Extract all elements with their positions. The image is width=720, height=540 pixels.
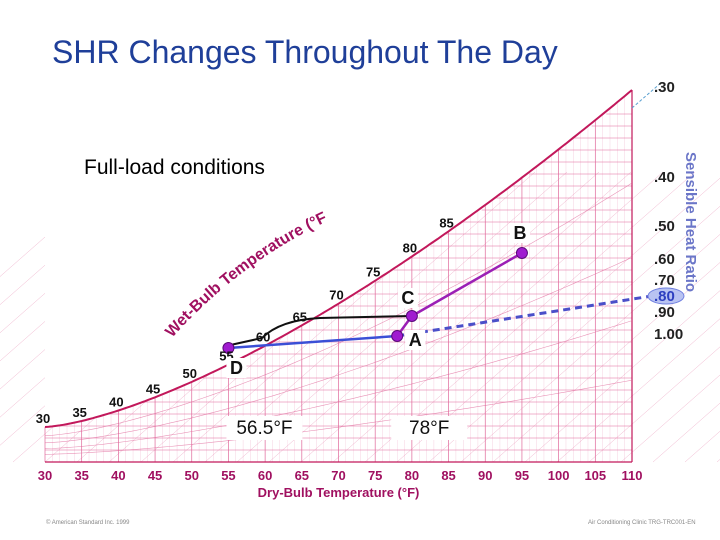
chart-grid [0,78,720,463]
x-tick-label: 75 [368,468,382,483]
point-label-a: A [409,330,422,350]
copyright-footer: © American Standard Inc. 1999 [46,520,130,526]
state-point-d [222,342,235,354]
state-point-c [405,310,418,322]
shr-highlight [647,287,685,305]
rh-curve [44,379,633,455]
x-tick-label: 100 [548,468,570,483]
x-tick-label: 85 [441,468,455,483]
wet-bulb-tick: 70 [329,288,343,303]
point-label-b: B [513,223,526,243]
wet-bulb-tick: 65 [293,309,307,324]
shr-tick-label: .70 [654,272,675,289]
wet-bulb-tick: 30 [36,411,50,426]
x-tick-label: 110 [622,468,643,483]
shr-dashed-line [396,294,653,338]
x-tick-label: 55 [221,468,235,483]
shr-ticks: .30 .40 .50 .60 .70.80.90 1.00 Sensible Heat R… [647,79,699,343]
shr-tick-label: .50 [654,218,675,235]
x-tick-label: 60 [258,468,272,483]
x-axis-label: Dry-Bulb Temperature (°F) [258,485,420,500]
rh-curve [44,320,633,449]
shr-tick-label: .30 [654,79,675,96]
shr-axis-label: Sensible Heat Ratio [682,152,699,292]
wet-bulb-tick: 45 [146,381,160,396]
shr-tick-label: .40 [654,169,675,186]
wet-bulb-tick: 50 [183,366,197,381]
wet-bulb-tick: 85 [439,215,453,230]
mixed-air-line [228,334,398,350]
rh-curve [44,182,633,437]
x-tick-label: 65 [295,468,309,483]
x-axis-ticks: 30 35 40 45 50 55 60 65 70 75 80 85 90 95 100 105 110 Dry… [38,468,643,500]
x-tick-label: 50 [185,468,199,483]
x-tick-label: 80 [405,468,419,483]
x-tick-label: 35 [74,468,88,483]
x-tick-label: 30 [38,468,52,483]
state-point-b [515,247,528,259]
shr-tick-label: .80 [654,288,675,305]
coil-curve [230,315,412,346]
x-tick-label: 90 [478,468,492,483]
chart-labels: D A C B 56.5°F 78°F [226,223,530,440]
state-point-a [391,330,404,342]
temperature-label: 56.5°F [236,418,292,439]
temperature-label: 78°F [409,418,449,439]
x-tick-label: 95 [515,468,529,483]
point-label-c: C [401,288,414,308]
page-title: SHR Changes Throughout The Day [52,34,558,70]
wet-bulb-tick: 80 [403,241,417,256]
x-tick-label: 45 [148,468,162,483]
shr-scale [631,81,663,109]
chart-subtitle: Full-load conditions [84,156,265,180]
x-tick-label: 70 [331,468,345,483]
wet-bulb-tick: 35 [72,405,86,420]
saturation-curve [44,89,633,428]
wet-bulb-tick: 75 [366,265,380,280]
shr-tick-label: .90 [654,304,675,321]
point-label-d: D [230,358,243,378]
wet-bulb-tick: 60 [256,330,270,345]
x-tick-label: 105 [584,468,606,483]
shr-tick-label: .60 [654,251,675,268]
x-tick-label: 40 [111,468,125,483]
state-points [222,247,528,354]
shr-tick-label: 1.00 [654,326,683,343]
source-footer: Air Conditioning Clinic TRG-TRC001-EN [588,520,696,526]
rh-curve [44,257,633,444]
wet-bulb-tick: 40 [109,394,123,409]
saturation-curves [44,89,633,455]
